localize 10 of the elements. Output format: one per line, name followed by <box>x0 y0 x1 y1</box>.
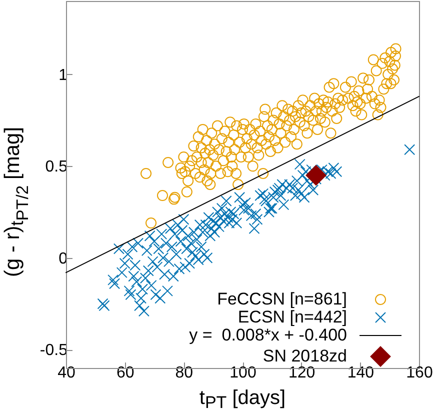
legend-label: SN 2018zd <box>262 346 347 366</box>
y-tick-label: -0.5 <box>40 342 68 360</box>
y-tick-label: 0.5 <box>45 158 68 176</box>
x-axis-title: t$_{PT}$ [days] <box>199 387 286 412</box>
x-tick-label: 160 <box>406 364 433 382</box>
x-tick-label: 40 <box>58 364 76 382</box>
y-tick-label: 1 <box>58 66 68 84</box>
legend-label: ECSN [n=442] <box>238 308 347 326</box>
legend-label: FeCCSN [n=861] <box>217 290 347 308</box>
legend-label: y = 0.008*x + -0.400 <box>189 326 347 344</box>
